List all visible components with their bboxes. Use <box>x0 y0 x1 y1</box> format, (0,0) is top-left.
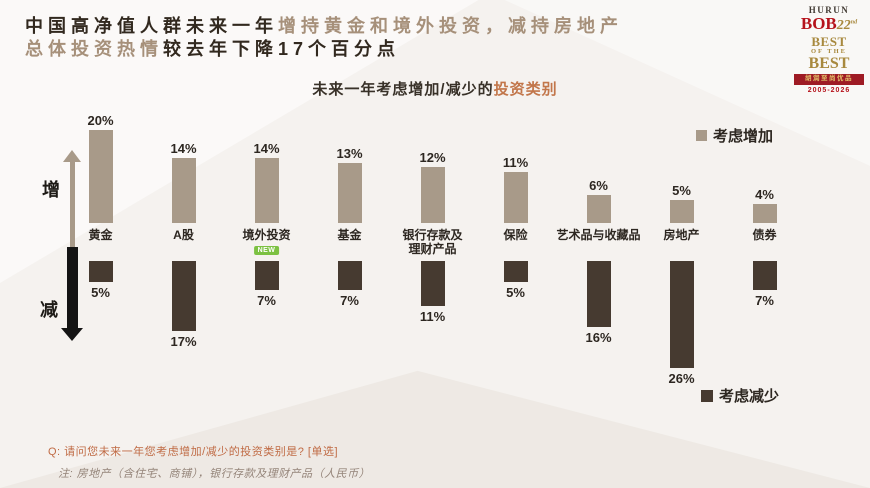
category-label: 债券 <box>752 228 777 242</box>
chart-title-plain: 未来一年考虑增加/减少的 <box>312 81 494 98</box>
axis-increase-label: 增 <box>42 180 60 200</box>
category-label: A股 <box>173 228 194 242</box>
decrease-bar <box>171 261 196 331</box>
decrease-value-label: 5% <box>506 285 525 300</box>
chart-columns: 20% 黄金 5% 14% A股 17% 14% 境外投资 NEW 7% 13% 基金 7% 12% 银行存… <box>59 110 806 450</box>
bar-column: 4% 债券 7% <box>723 110 806 450</box>
increase-bar <box>752 204 777 223</box>
decrease-value-label: 7% <box>755 293 774 308</box>
bar-column: 20% 黄金 5% <box>59 110 142 450</box>
decrease-bar <box>337 261 362 290</box>
logo-hurun-text: HURUN <box>808 5 850 15</box>
decrease-value-label: 7% <box>340 293 359 308</box>
increase-value-label: 4% <box>755 187 774 202</box>
decrease-bar <box>420 261 445 306</box>
decrease-value-label: 5% <box>91 285 110 300</box>
category-label: 境外投资 <box>242 228 291 242</box>
increase-value-label: 12% <box>419 150 446 165</box>
logo-best-top: BEST <box>811 34 847 50</box>
decrease-bar <box>752 261 777 290</box>
increase-bar <box>586 195 611 223</box>
title-line1-dark: 中国高净值人群未来一年 <box>25 16 278 36</box>
decrease-value-label: 7% <box>257 293 276 308</box>
logo-of-the: OF THE <box>810 47 848 55</box>
bar-column: 6% 艺术品与收藏品 16% <box>556 110 640 450</box>
arrow-down-icon <box>61 328 83 341</box>
category-label: 黄金 <box>88 228 113 242</box>
increase-value-label: 14% <box>253 141 280 156</box>
axis-decrease-label: 减 <box>40 300 58 320</box>
increase-bar <box>254 158 279 223</box>
bar-column: 14% A股 17% <box>142 110 225 450</box>
increase-value-label: 13% <box>336 146 363 161</box>
category-label: 保险 <box>503 228 528 242</box>
increase-bar <box>171 158 196 223</box>
increase-value-label: 20% <box>87 113 114 128</box>
category-label: 银行存款及 理财产品 <box>402 228 463 256</box>
increase-bar <box>337 163 362 223</box>
survey-question: Q: 请问您未来一年您考虑增加/减少的投资类别是? [单选] <box>48 446 339 458</box>
increase-bar <box>88 130 113 223</box>
decrease-value-label: 17% <box>170 334 197 349</box>
chart-title-accent: 投资类别 <box>493 81 558 98</box>
increase-bar <box>420 167 445 223</box>
logo-chinese-band: 胡润至尚优品 <box>794 74 864 86</box>
increase-bar <box>503 172 528 223</box>
decrease-bar <box>254 261 279 290</box>
category-label: 基金 <box>337 228 362 242</box>
legend-increase-swatch <box>696 130 707 141</box>
title-line-1: 中国高净值人群未来一年增持黄金和境外投资，减持房地产 <box>25 15 623 38</box>
logo-edition: 22nd <box>836 18 858 34</box>
decrease-bar <box>503 261 528 282</box>
title-line2-accent: 总体投资热情 <box>25 39 163 59</box>
decrease-value-label: 26% <box>668 371 695 386</box>
increase-value-label: 6% <box>589 178 608 193</box>
title-line2-dark: 较去年下降17个百分点 <box>163 39 401 59</box>
footnote: 注: 房地产（含住宅、商铺），银行存款及理财产品（人民币） <box>58 468 371 480</box>
bar-column: 13% 基金 7% <box>308 110 391 450</box>
new-badge: NEW <box>253 246 280 255</box>
increase-bar <box>669 200 694 223</box>
bar-column: 12% 银行存款及 理财产品 11% <box>391 110 474 450</box>
logo-best-bottom: BEST <box>808 54 850 72</box>
chart-title: 未来一年考虑增加/减少的投资类别 <box>0 78 870 99</box>
legend-increase: 考虑增加 <box>696 125 773 146</box>
decrease-value-label: 16% <box>585 330 612 345</box>
bar-column: 11% 保险 5% <box>474 110 557 450</box>
decrease-bar <box>669 261 694 368</box>
title-line1-accent: 增持黄金和境外投资，减持房地产 <box>278 16 623 36</box>
decrease-value-label: 11% <box>419 309 446 324</box>
logo-years: 2005-2026 <box>807 87 851 95</box>
page-title: 中国高净值人群未来一年增持黄金和境外投资，减持房地产 总体投资热情较去年下降17… <box>25 15 623 61</box>
decrease-bar <box>586 261 611 327</box>
hurun-bob-logo: HURUN BOB22nd BEST OF THE BEST 胡润至尚优品 20… <box>794 5 864 95</box>
bar-column: 5% 房地产 26% <box>640 110 723 450</box>
logo-bob-text: BOB <box>800 14 837 34</box>
logo-edition-suffix: nd <box>850 19 858 26</box>
bar-column: 14% 境外投资 NEW 7% <box>225 110 308 450</box>
category-label: 艺术品与收藏品 <box>556 228 641 242</box>
increase-value-label: 11% <box>502 155 529 170</box>
increase-value-label: 5% <box>672 183 691 198</box>
decrease-bar <box>88 261 113 282</box>
logo-bob-row: BOB22nd <box>794 15 864 34</box>
arrow-down-shaft <box>67 247 78 328</box>
category-label: 房地产 <box>663 228 700 242</box>
legend-increase-label: 考虑增加 <box>713 128 774 145</box>
increase-value-label: 14% <box>170 141 197 156</box>
title-line-2: 总体投资热情较去年下降17个百分点 <box>25 38 623 61</box>
logo-edition-number: 22 <box>836 18 851 34</box>
